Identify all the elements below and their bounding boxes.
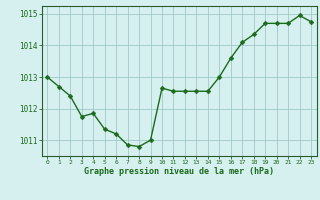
X-axis label: Graphe pression niveau de la mer (hPa): Graphe pression niveau de la mer (hPa)	[84, 167, 274, 176]
